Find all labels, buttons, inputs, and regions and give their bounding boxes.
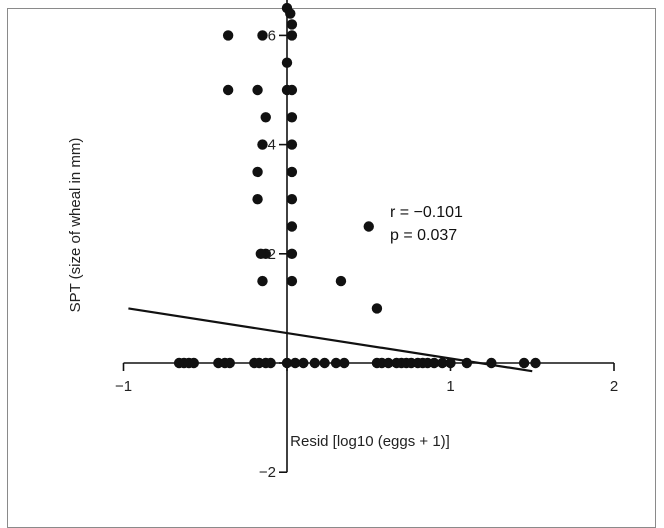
data-point [285,8,296,19]
y-tick-label: 6 [268,27,276,44]
y-axis-title: SPT (size of wheal in mm) [67,138,84,313]
data-point [286,275,298,287]
data-point [286,84,298,96]
data-point [286,19,298,30]
data-point [339,357,350,369]
x-tick-label: 1 [446,378,454,395]
data-point [286,194,298,205]
data-point [518,357,530,369]
data-point [252,166,263,178]
data-point [383,357,394,369]
data-point [486,357,497,369]
data-point [255,248,267,259]
data-point [222,30,234,41]
annotation-p: p = 0.037 [390,227,457,244]
data-point [257,139,268,150]
x-tick-label: −1 [115,378,132,395]
data-point [286,221,298,232]
data-point [222,84,234,96]
data-point [309,357,320,369]
data-point [188,357,200,369]
data-point [252,84,263,96]
data-point [335,275,347,287]
data-point [363,221,374,232]
data-point [257,275,268,287]
y-tick-label: 4 [268,137,276,154]
axes [122,0,615,474]
data-points [173,2,541,369]
annotation-r: r = −0.101 [390,204,463,221]
y-tick-label: 2 [268,246,276,263]
data-point [257,30,268,41]
data-point [530,357,541,369]
data-point [437,357,448,369]
data-point [319,357,330,369]
data-point [286,248,298,259]
data-point [224,357,235,369]
figure-frame [7,8,656,528]
data-point [445,357,456,369]
data-point [298,357,309,369]
data-point [265,357,276,369]
data-point [371,303,383,314]
tick-labels: −112−2246810 [115,27,618,481]
data-point [461,357,473,369]
data-point [289,357,301,369]
data-point [286,139,298,150]
data-point [428,357,440,369]
x-tick-label: 2 [610,378,618,395]
data-point [260,112,271,123]
x-axis-title: Resid [log10 (eggs + 1)] [290,433,450,450]
data-point [286,30,298,41]
data-point [330,357,342,369]
y-tick-label: −2 [259,464,276,481]
data-point [286,112,298,123]
data-point [281,57,293,68]
data-point [286,166,298,178]
data-point [252,194,263,205]
data-point [281,357,293,369]
